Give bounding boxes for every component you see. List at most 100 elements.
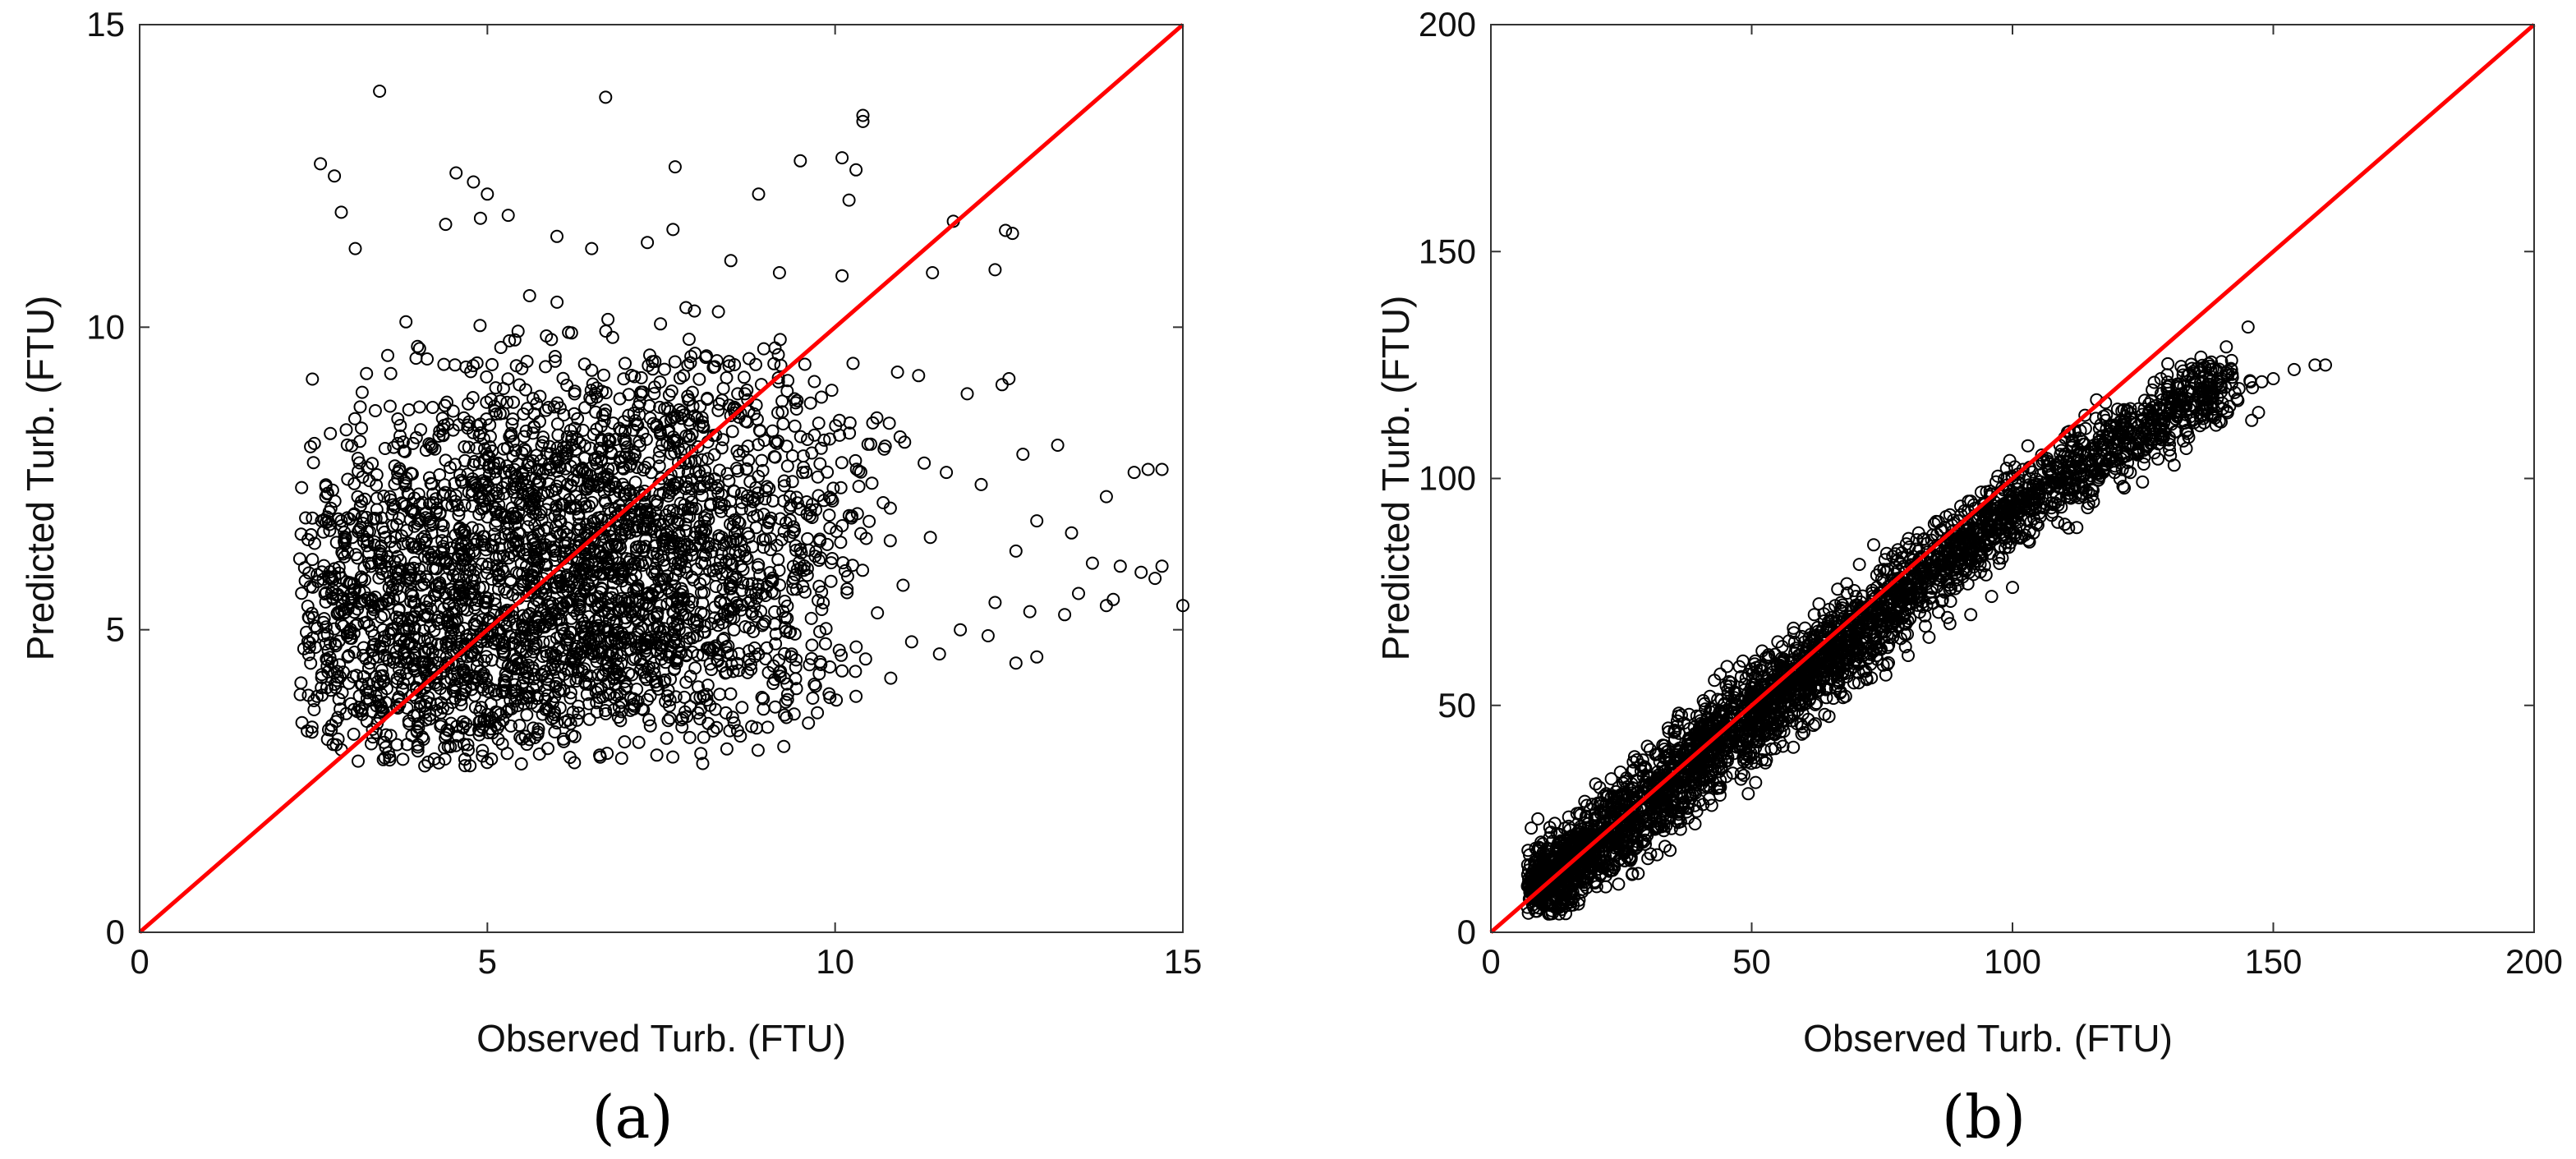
- data-point: [619, 356, 632, 370]
- data-point: [912, 369, 926, 383]
- data-point: [393, 639, 407, 653]
- data-point: [405, 688, 419, 702]
- data-point: [325, 483, 339, 497]
- data-point: [403, 563, 417, 577]
- data-point: [485, 752, 499, 766]
- data-point: [812, 416, 826, 430]
- x-tick-label: 15: [1164, 942, 1203, 981]
- data-point: [861, 437, 875, 451]
- data-point: [862, 514, 876, 528]
- data-point: [1058, 608, 1072, 622]
- data-point: [444, 582, 458, 596]
- data-point: [335, 519, 348, 532]
- data-point: [541, 401, 555, 414]
- data-point: [450, 613, 464, 627]
- data-point: [393, 419, 407, 432]
- data-point: [433, 468, 447, 481]
- data-point: [835, 456, 849, 470]
- data-point: [334, 618, 348, 631]
- data-point: [315, 514, 329, 527]
- data-point: [397, 497, 411, 511]
- data-point: [306, 456, 320, 470]
- data-point: [503, 333, 517, 347]
- data-point: [652, 459, 666, 473]
- data-point: [425, 439, 439, 453]
- data-point: [407, 491, 421, 505]
- data-point: [515, 732, 529, 746]
- data-point: [472, 724, 486, 738]
- data-point: [516, 578, 530, 592]
- data-point: [394, 655, 408, 669]
- data-point: [371, 650, 385, 664]
- data-point: [518, 629, 532, 643]
- data-point: [521, 458, 535, 472]
- data-point: [433, 424, 447, 438]
- data-point: [426, 517, 440, 531]
- data-point: [408, 648, 422, 662]
- data-point: [599, 707, 613, 720]
- data-point: [694, 586, 708, 600]
- data-point: [324, 572, 338, 585]
- data-point: [727, 485, 741, 499]
- data-point: [366, 457, 380, 471]
- data-point: [465, 521, 479, 535]
- data-point: [335, 599, 349, 613]
- data-point: [543, 439, 557, 453]
- data-point: [823, 521, 837, 535]
- data-point: [513, 481, 527, 494]
- data-point: [825, 384, 839, 398]
- data-point: [398, 474, 412, 488]
- data-point: [436, 518, 450, 532]
- data-point: [365, 556, 379, 570]
- data-point: [364, 599, 378, 613]
- data-point: [508, 511, 522, 525]
- data-point: [406, 436, 420, 450]
- data-point: [683, 730, 697, 744]
- data-point: [467, 537, 481, 551]
- data-point: [317, 612, 331, 626]
- panel-a-y-axis-label: Predicted Turb. (FTU): [19, 296, 62, 661]
- data-point: [1099, 599, 1113, 613]
- data-point: [798, 357, 812, 371]
- data-point: [679, 301, 693, 315]
- data-point: [421, 632, 435, 646]
- data-point: [347, 476, 361, 490]
- data-point: [423, 594, 437, 608]
- data-point: [652, 451, 666, 464]
- data-point: [533, 476, 547, 489]
- data-point: [1016, 448, 1030, 461]
- data-point: [412, 562, 426, 576]
- data-point: [492, 457, 506, 471]
- data-point: [603, 434, 617, 448]
- data-point: [427, 545, 440, 559]
- data-point: [412, 400, 426, 414]
- data-point: [458, 759, 472, 773]
- data-point: [377, 674, 391, 688]
- data-point: [773, 333, 787, 347]
- data-point: [463, 723, 477, 737]
- data-point: [724, 254, 738, 268]
- data-point: [517, 407, 531, 421]
- data-point: [377, 630, 391, 644]
- data-point: [370, 491, 384, 505]
- data-point: [497, 549, 511, 563]
- data-point: [328, 169, 342, 183]
- data-point: [526, 632, 540, 646]
- data-point: [375, 521, 389, 535]
- data-point: [465, 476, 479, 490]
- data-point: [788, 419, 802, 433]
- data-point: [571, 671, 585, 685]
- data-point: [456, 688, 470, 701]
- data-point: [533, 415, 546, 429]
- panel-a-plot-frame: [139, 24, 1184, 933]
- data-point: [339, 575, 353, 589]
- data-point: [373, 556, 387, 570]
- data-point: [334, 205, 348, 219]
- data-point: [720, 742, 734, 756]
- data-point: [485, 357, 499, 371]
- data-point: [360, 510, 374, 524]
- data-point: [421, 755, 435, 769]
- data-point: [407, 657, 421, 671]
- data-point: [418, 699, 432, 713]
